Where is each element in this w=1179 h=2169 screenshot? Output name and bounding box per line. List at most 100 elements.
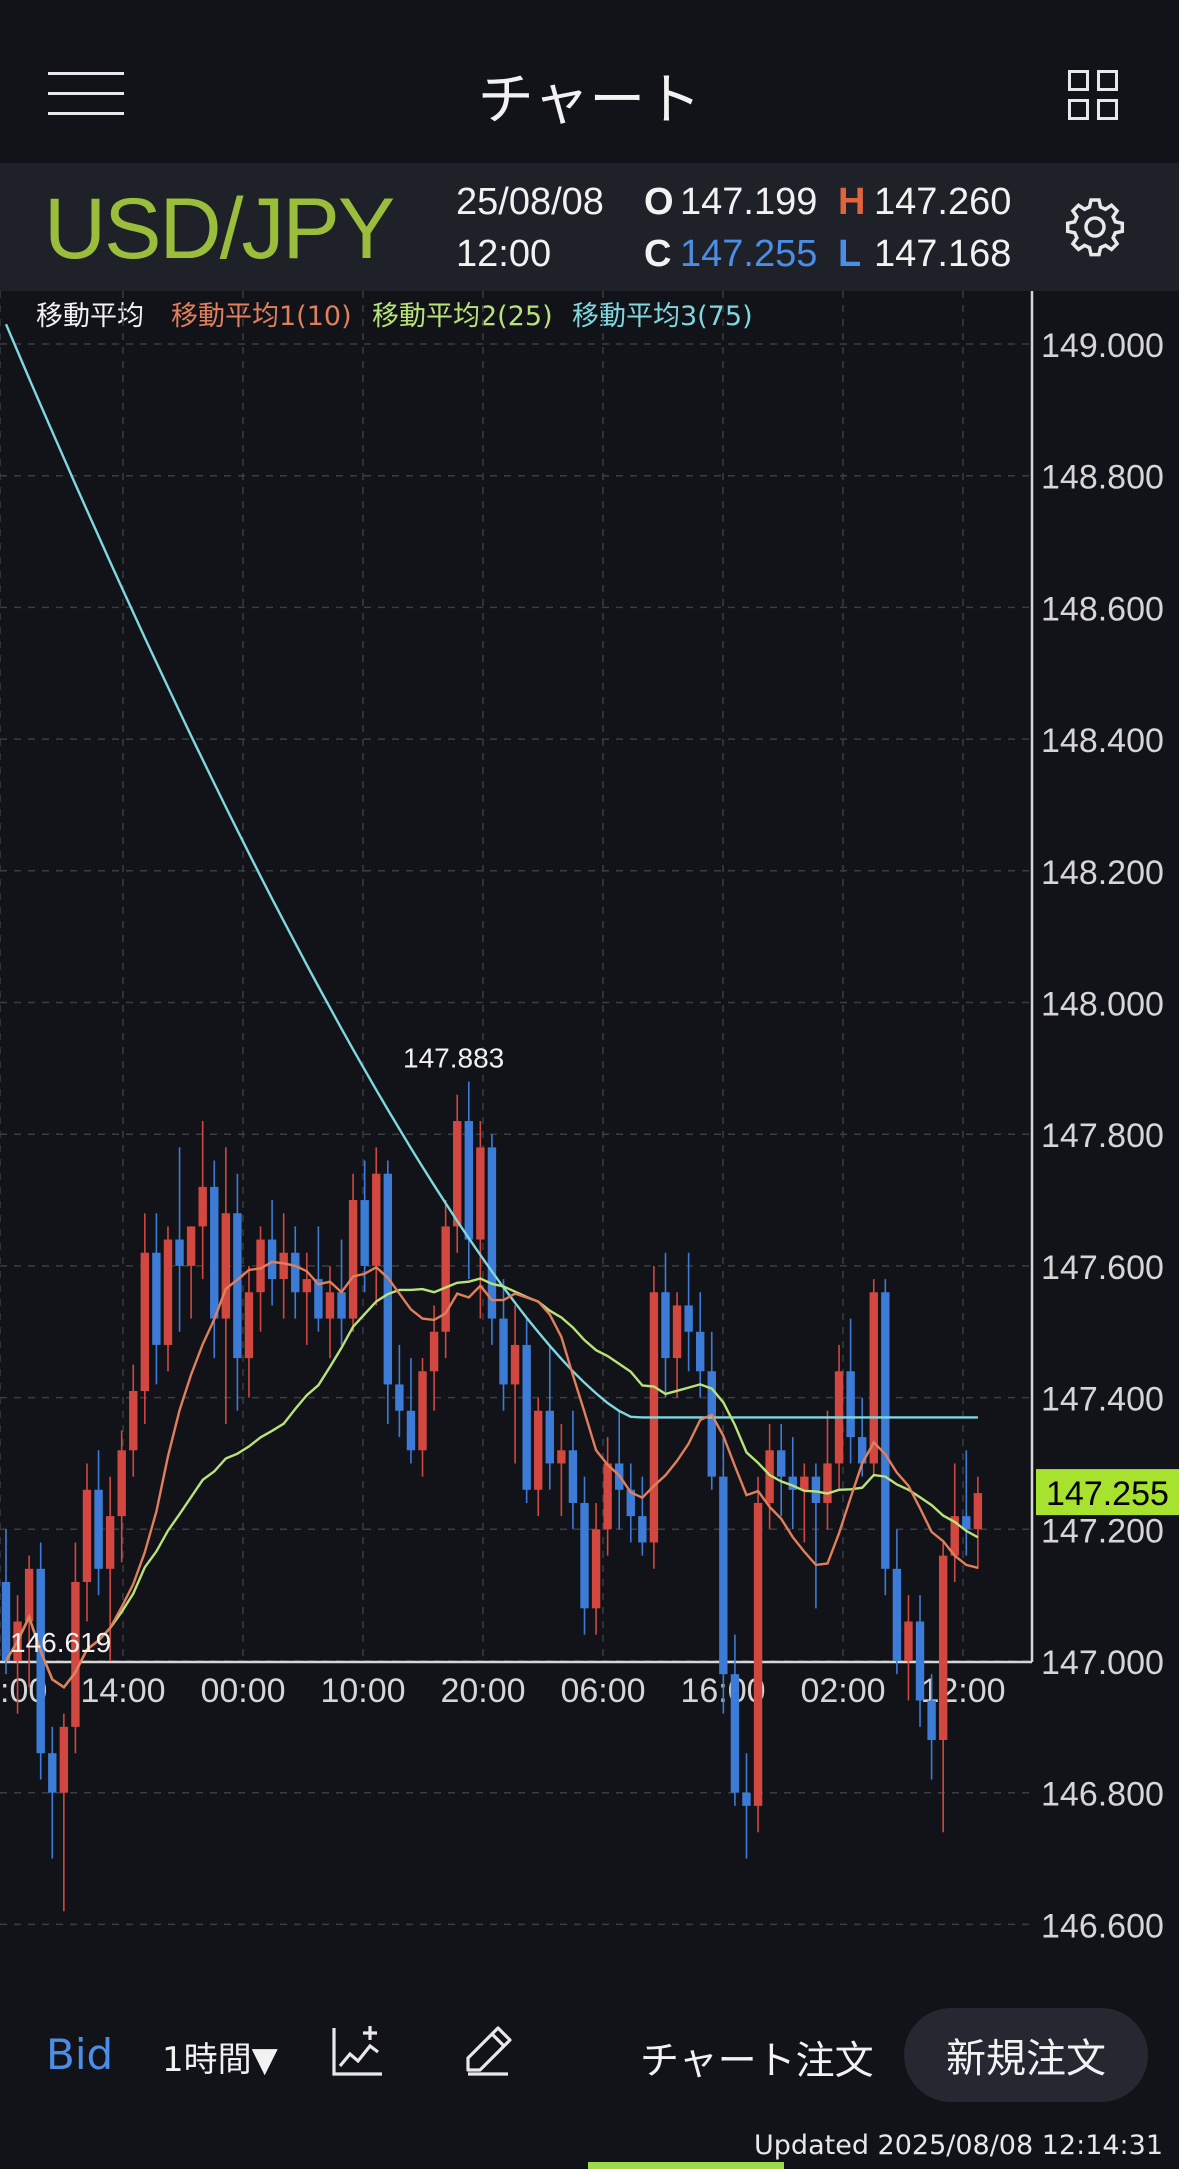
candle-body [742, 1792, 751, 1806]
x-tick-label: 20:00 [440, 1672, 525, 1710]
high-label: H [838, 181, 866, 223]
hamburger-menu-icon[interactable] [48, 72, 124, 116]
candle-body [857, 1437, 867, 1464]
candle-body [730, 1674, 740, 1793]
candle-body [418, 1371, 427, 1451]
candle-body [846, 1371, 855, 1438]
x-tick-label: 06:00 [560, 1672, 645, 1710]
candle-body [881, 1292, 890, 1569]
candle-body [117, 1450, 126, 1517]
low-value: 147.168 [874, 233, 1012, 275]
y-tick-label: 147.000 [1041, 1644, 1164, 1682]
x-tick-label: 14:00 [80, 1672, 165, 1710]
candle-body [869, 1292, 878, 1464]
candle-body [962, 1516, 971, 1530]
candle-body [915, 1621, 925, 1701]
x-tick-label: 10:00 [320, 1672, 405, 1710]
candle-body [429, 1331, 439, 1372]
candle-body [325, 1292, 335, 1319]
y-tick-label: 146.800 [1041, 1776, 1164, 1814]
y-tick-label: 149.000 [1041, 327, 1164, 365]
candle-body [210, 1186, 219, 1319]
ma1-line [4, 1260, 979, 1689]
candle-body [591, 1529, 601, 1609]
y-tick-label: 147.400 [1041, 1381, 1164, 1419]
candle-body [603, 1463, 612, 1530]
current-price-label: 147.255 [1046, 1475, 1169, 1513]
settings-gear-icon[interactable] [1064, 196, 1126, 258]
candle-body [71, 1581, 80, 1727]
y-tick-label: 148.000 [1041, 986, 1164, 1024]
candle-body [672, 1305, 682, 1359]
candle-body [152, 1252, 161, 1345]
y-tick-label: 148.200 [1041, 854, 1164, 892]
ma2-line [4, 1277, 979, 1689]
candle-body [291, 1252, 300, 1293]
candle-body [198, 1186, 207, 1227]
candle-body [776, 1450, 786, 1477]
candle-body [973, 1493, 983, 1530]
grid-layout-icon[interactable] [1068, 70, 1122, 124]
y-tick-label: 147.600 [1041, 1249, 1164, 1287]
candle-body [892, 1568, 902, 1661]
candle-body [82, 1489, 92, 1582]
y-tick-label: 148.800 [1041, 459, 1164, 497]
candle-body [788, 1476, 797, 1490]
candle-body [302, 1279, 312, 1293]
ma2-legend: 移動平均2(25) [372, 301, 553, 332]
bar-time: 12:00 [456, 233, 552, 275]
candle-body [904, 1621, 913, 1661]
chart-order-button[interactable]: チャート注文 [640, 2039, 874, 2084]
low-annotation: 146.619 [10, 1627, 111, 1658]
candle-body [372, 1173, 381, 1266]
candle-body [938, 1555, 948, 1741]
draw-pencil-icon[interactable] [462, 2024, 514, 2078]
close-value: 147.255 [680, 233, 818, 275]
y-tick-label: 148.600 [1041, 590, 1164, 628]
x-tick-label: 02:00 [800, 1672, 885, 1710]
candle-body [105, 1516, 115, 1569]
candle-body [719, 1476, 728, 1675]
candle-body [186, 1226, 196, 1266]
candle-body [510, 1344, 520, 1385]
candle-body [522, 1344, 531, 1490]
bid-toggle[interactable]: Bid [46, 2030, 114, 2079]
candle-body [221, 1213, 231, 1319]
candle-body [129, 1391, 138, 1451]
candle-body [823, 1463, 832, 1503]
open-label: O [644, 181, 674, 223]
new-order-button[interactable]: 新規注文 [904, 2008, 1148, 2102]
y-tick-label: 148.400 [1041, 722, 1164, 760]
candle-body [534, 1410, 543, 1490]
candle-body [406, 1410, 416, 1451]
candle-body [499, 1318, 508, 1385]
updated-timestamp: Updated 2025/08/08 12:14:31 [754, 2130, 1163, 2161]
currency-pair[interactable]: USD/JPY [44, 181, 395, 277]
ma-legend-title: 移動平均 [36, 301, 144, 332]
candle-body [476, 1147, 485, 1240]
candle-body [233, 1213, 242, 1359]
candle-body [36, 1568, 45, 1754]
candle-body [24, 1568, 34, 1622]
x-tick-label: 00:00 [200, 1672, 285, 1710]
candle-body [487, 1147, 497, 1319]
candle-body [256, 1239, 265, 1293]
candle-body [360, 1200, 369, 1266]
candle-body [638, 1516, 647, 1543]
indicator-icon[interactable] [330, 2022, 386, 2078]
price-chart[interactable]: 149.000 148.800 148.600 148.400 148.200 148.0… [0, 291, 1179, 1971]
y-tick-label: 147.800 [1041, 1117, 1164, 1155]
timeframe-select[interactable]: 1時間▼ [162, 2040, 278, 2080]
candle-body [59, 1726, 69, 1793]
candle-body [175, 1239, 184, 1266]
close-label: C [644, 233, 672, 275]
candle-body [684, 1305, 693, 1332]
candle-body [441, 1226, 450, 1332]
candle-body [453, 1121, 462, 1227]
candle-body [545, 1410, 554, 1464]
candle-body [48, 1753, 57, 1793]
symbol-info-bar [0, 163, 1179, 291]
candle-body [94, 1489, 103, 1569]
candle-body [557, 1450, 566, 1464]
candle-body [580, 1502, 589, 1609]
